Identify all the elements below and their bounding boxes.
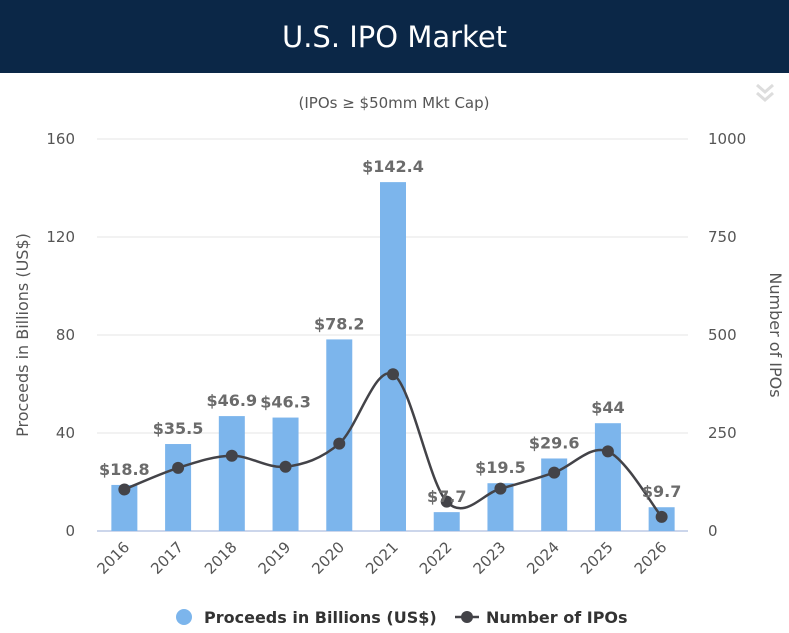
x-tick-label: 2026 — [631, 538, 671, 578]
y-tick-label: 80 — [56, 326, 75, 344]
bar — [165, 444, 192, 531]
x-tick-label: 2021 — [362, 538, 402, 578]
data-label: $19.5 — [475, 458, 526, 477]
bar — [272, 417, 299, 531]
legend-line-marker — [461, 611, 473, 623]
x-tick-label: 2017 — [147, 538, 187, 578]
line-point — [333, 437, 346, 450]
data-label: $44 — [591, 398, 624, 417]
x-tick-label: 2023 — [470, 538, 510, 578]
line-point — [387, 368, 399, 381]
bar — [380, 182, 406, 531]
line-point — [440, 495, 453, 508]
line-point — [655, 510, 668, 523]
line-point — [548, 466, 561, 479]
bar — [594, 423, 621, 531]
x-tick-label: 2020 — [308, 538, 348, 578]
y-right-tick-label: 250 — [708, 424, 737, 442]
y-right-axis-title: Number of IPOs — [766, 272, 785, 397]
data-label: $142.4 — [362, 157, 424, 176]
y-tick-label: 120 — [46, 228, 75, 246]
chevron-down-double-icon[interactable] — [754, 82, 776, 104]
x-tick-label: 2018 — [201, 538, 241, 578]
data-label: $9.7 — [642, 482, 681, 501]
legend-bar-label: Proceeds in Billions (US$) — [204, 608, 437, 627]
x-tick-label: 2022 — [416, 538, 456, 578]
data-label: $29.6 — [529, 433, 580, 452]
y-tick-label: 160 — [46, 130, 75, 148]
y-axis-title: Proceeds in Billions (US$) — [13, 233, 32, 437]
x-tick-label: 2019 — [255, 538, 295, 578]
bar — [326, 339, 353, 531]
data-label: $7.7 — [427, 487, 466, 506]
line-point — [279, 460, 292, 473]
header-title: U.S. IPO Market — [0, 0, 789, 73]
x-tick-label: 2016 — [93, 538, 133, 578]
chart-subtitle: (IPOs ≥ $50mm Mkt Cap) — [299, 94, 490, 112]
data-label: $46.3 — [260, 393, 311, 412]
legend-bar-symbol — [176, 609, 192, 625]
bar — [218, 416, 245, 531]
line-point — [118, 483, 131, 496]
data-label: $35.5 — [153, 419, 204, 438]
data-label: $18.8 — [99, 460, 150, 479]
x-tick-label: 2024 — [523, 538, 563, 578]
data-label: $46.9 — [207, 391, 258, 410]
y-right-tick-label: 0 — [708, 522, 718, 540]
y-right-tick-label: 1000 — [708, 130, 746, 148]
line-point — [172, 461, 185, 474]
line-point — [225, 449, 238, 462]
data-label: $78.2 — [314, 314, 365, 333]
legend-line-label: Number of IPOs — [486, 608, 628, 627]
y-tick-label: 40 — [56, 424, 75, 442]
line-point — [494, 482, 507, 495]
y-right-tick-label: 750 — [708, 228, 737, 246]
x-tick-label: 2025 — [577, 538, 617, 578]
bar — [433, 512, 460, 531]
y-tick-label: 0 — [65, 522, 75, 540]
y-right-tick-label: 500 — [708, 326, 737, 344]
line-point — [601, 445, 614, 458]
